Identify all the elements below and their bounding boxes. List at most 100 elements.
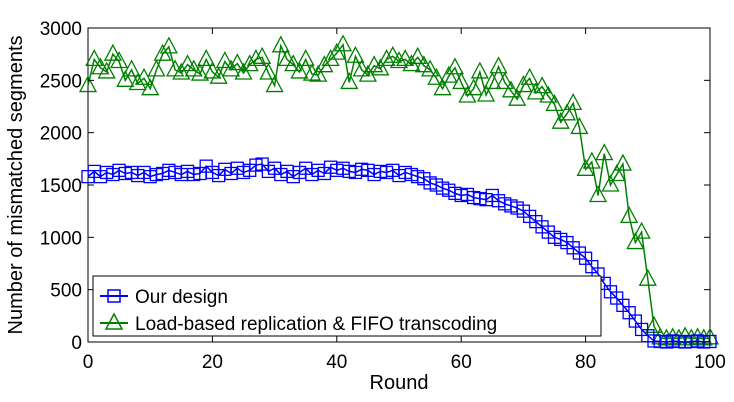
data-point-triangle — [259, 62, 278, 80]
x-tick-label: 40 — [326, 352, 347, 373]
legend-entry-our-design: Our design — [100, 287, 228, 308]
data-point-triangle — [520, 67, 539, 85]
data-point-triangle — [78, 75, 98, 93]
data-point-triangle — [265, 75, 284, 93]
data-point-triangle — [103, 43, 122, 61]
data-point-triangle — [607, 164, 626, 182]
legend-marker-square-icon — [107, 289, 121, 303]
data-point-square — [703, 334, 717, 349]
y-tick-label: 2500 — [40, 71, 82, 92]
data-point-triangle — [159, 36, 178, 54]
data-point-triangle — [439, 65, 458, 83]
plot-area: 0 20 40 60 80 100 0 500 1000 1500 2000 2500 3000 — [40, 19, 726, 373]
data-point-triangle — [340, 72, 359, 90]
data-point-triangle — [321, 49, 340, 67]
data-point-triangle — [122, 59, 141, 77]
data-point-triangle — [470, 61, 489, 79]
data-point-triangle — [172, 62, 191, 80]
data-point-triangle — [296, 49, 315, 67]
data-point-triangle — [246, 49, 266, 67]
data-point-triangle — [421, 59, 440, 77]
x-tick-label: 100 — [694, 352, 726, 373]
data-point-triangle — [582, 151, 601, 169]
x-tick-label: 0 — [83, 352, 94, 373]
y-axis-ticks: 0 500 1000 1500 2000 2500 3000 — [40, 19, 710, 354]
data-point-triangle — [352, 59, 371, 77]
series-0 — [81, 157, 717, 349]
data-point-triangle — [408, 46, 427, 64]
data-point-triangle — [551, 111, 570, 129]
data-point-triangle — [141, 78, 160, 96]
data-point-triangle — [638, 268, 657, 286]
data-point-triangle — [383, 45, 402, 63]
y-tick-label: 500 — [50, 281, 82, 302]
data-point-triangle — [389, 51, 409, 69]
data-point-triangle — [433, 78, 452, 96]
data-point-triangle — [539, 85, 558, 103]
data-point-triangle — [445, 57, 465, 75]
legend-label-our-design: Our design — [135, 287, 228, 308]
data-point-triangle — [97, 61, 116, 79]
data-point-triangle — [271, 35, 290, 53]
data-point-triangle — [178, 54, 197, 72]
y-tick-label: 1000 — [40, 228, 82, 249]
data-point-triangle — [228, 53, 247, 71]
data-point-triangle — [309, 64, 328, 82]
data-point-triangle — [501, 80, 521, 98]
x-tick-label: 80 — [575, 352, 596, 373]
data-point-triangle — [346, 45, 365, 63]
data-point-triangle — [526, 82, 545, 100]
data-point-triangle — [476, 84, 496, 102]
data-point-triangle — [85, 49, 104, 67]
data-point-triangle — [134, 67, 154, 85]
data-point-triangle — [358, 64, 377, 82]
data-point-triangle — [532, 76, 552, 94]
data-point-triangle — [116, 69, 135, 87]
data-point-triangle — [234, 62, 253, 80]
data-point-triangle — [215, 51, 234, 69]
data-point-triangle — [508, 88, 527, 106]
data-point-triangle — [545, 94, 564, 112]
data-point-triangle — [302, 63, 322, 81]
data-point-triangle — [110, 51, 129, 69]
data-point-triangle — [315, 55, 334, 73]
legend-box — [92, 275, 602, 337]
data-point-triangle — [464, 78, 483, 96]
data-point-triangle — [595, 143, 614, 161]
data-point-triangle — [197, 49, 216, 67]
x-tick-label: 20 — [202, 352, 223, 373]
data-point-triangle — [452, 72, 471, 90]
data-point-triangle — [396, 49, 415, 67]
data-point-triangle — [632, 221, 651, 239]
data-point-triangle — [333, 34, 353, 52]
x-axis-ticks: 0 20 40 60 80 100 — [83, 28, 726, 373]
data-point-triangle — [601, 174, 620, 192]
y-tick-label: 1500 — [40, 176, 82, 197]
data-point-triangle — [483, 72, 502, 90]
data-point-triangle — [190, 63, 210, 81]
data-point-triangle — [427, 67, 446, 85]
data-point-triangle — [613, 153, 633, 171]
data-point-triangle — [371, 58, 390, 76]
data-point-triangle — [570, 117, 589, 135]
data-point-triangle — [626, 232, 645, 250]
legend: Our design Load-based replication & FIFO… — [92, 275, 602, 337]
y-tick-label: 2000 — [40, 124, 82, 145]
legend-marker-triangle-icon — [104, 312, 124, 330]
data-point-triangle — [489, 56, 508, 74]
legend-entry-load-based: Load-based replication & FIFO transcodin… — [100, 312, 497, 335]
series-layer — [78, 34, 720, 349]
data-point-triangle — [203, 61, 222, 79]
data-point-triangle — [327, 42, 346, 60]
data-point-triangle — [147, 59, 166, 77]
data-point-triangle — [128, 73, 147, 91]
y-tick-label: 3000 — [40, 19, 82, 40]
data-point-triangle — [564, 92, 583, 111]
data-point-triangle — [620, 206, 639, 224]
data-point-triangle — [253, 46, 272, 64]
legend-label-load-based: Load-based replication & FIFO transcodin… — [135, 314, 497, 335]
y-axis-label: Number of mismatched segments — [5, 35, 27, 334]
data-point-triangle — [588, 185, 608, 203]
data-point-triangle — [557, 103, 577, 121]
data-point-triangle — [221, 59, 241, 77]
